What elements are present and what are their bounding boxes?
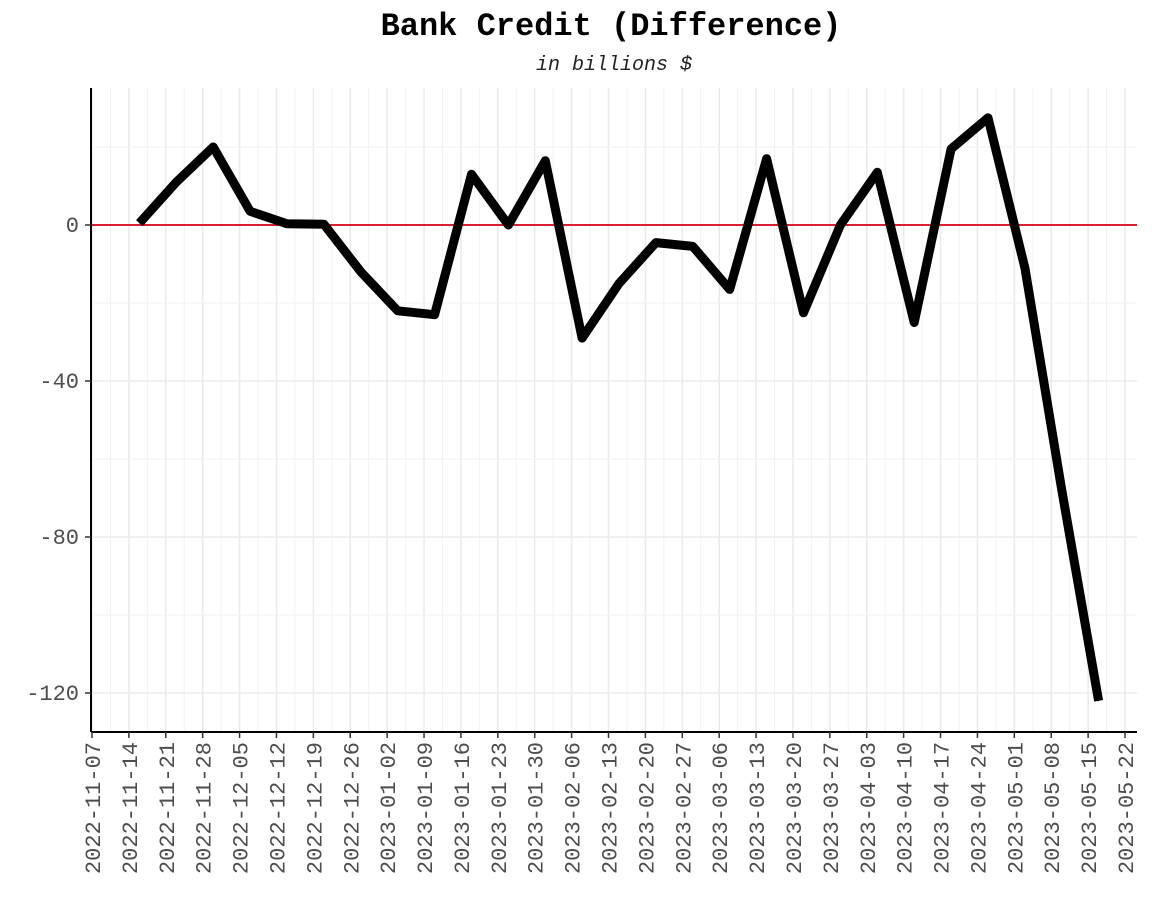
x-tick-label: 2023-04-10 <box>894 742 919 874</box>
data-point <box>175 181 177 183</box>
x-tick-label: 2023-04-24 <box>967 742 992 874</box>
x-tick-label: 2023-02-20 <box>635 742 660 874</box>
x-tick-label: 2023-03-06 <box>709 742 734 874</box>
x-tick-label: 2022-12-05 <box>230 742 255 874</box>
x-tick-label: 2022-12-19 <box>303 742 328 874</box>
chart-title: Bank Credit (Difference) <box>380 8 842 45</box>
data-point <box>397 310 399 312</box>
data-point <box>987 117 989 119</box>
data-point <box>286 223 288 225</box>
data-point <box>471 173 472 175</box>
data-point <box>1061 489 1063 491</box>
data-point <box>544 160 546 162</box>
x-tick-label: 2023-05-08 <box>1041 742 1066 874</box>
data-point <box>839 224 841 226</box>
x-tick-label: 2023-05-22 <box>1115 742 1140 874</box>
x-tick-label: 2023-01-16 <box>451 742 476 874</box>
x-tick-label: 2023-03-20 <box>783 742 808 874</box>
data-point <box>434 314 436 316</box>
x-tick-label: 2022-11-21 <box>156 742 181 874</box>
data-point <box>323 223 325 225</box>
x-tick-label: 2023-03-13 <box>746 742 771 874</box>
data-point <box>507 224 509 226</box>
y-tick-label: -120 <box>26 682 79 707</box>
series-layer <box>136 113 1104 702</box>
x-tick-label: 2023-05-01 <box>1004 742 1029 874</box>
data-point <box>803 312 804 314</box>
x-tick-label: 2023-01-02 <box>377 742 402 874</box>
data-point <box>618 283 620 284</box>
axes <box>90 88 1137 733</box>
data-point <box>212 146 214 148</box>
x-tick-label: 2023-01-23 <box>488 742 513 874</box>
x-tick-label: 2023-01-30 <box>525 742 550 874</box>
x-tick-label: 2022-11-07 <box>82 742 107 874</box>
x-tick-label: 2023-04-17 <box>931 742 956 874</box>
y-tick-label: -40 <box>39 370 79 395</box>
x-tick-label: 2023-04-03 <box>857 742 882 874</box>
x-axis-ticks: 2022-11-07 2022-11-14 2022-11-21 2022-11-28… <box>82 732 1140 874</box>
x-tick-label: 2023-02-13 <box>599 742 624 874</box>
x-tick-label: 2022-12-26 <box>340 742 365 874</box>
x-tick-label: 2022-11-14 <box>119 742 144 874</box>
grid-lines <box>91 88 1137 732</box>
data-point <box>360 271 362 273</box>
data-point <box>655 242 657 244</box>
data-point <box>138 222 140 224</box>
x-tick-label: 2022-11-28 <box>193 742 218 874</box>
x-tick-label: 2023-02-06 <box>562 742 587 874</box>
x-tick-label: 2022-12-12 <box>267 742 292 874</box>
data-point <box>1098 700 1100 702</box>
y-tick-label: -80 <box>39 526 79 551</box>
data-point <box>729 288 731 290</box>
series-line <box>136 113 1104 702</box>
data-point <box>692 245 694 247</box>
data-point <box>581 337 583 339</box>
data-point <box>950 148 952 150</box>
x-tick-label: 2023-05-15 <box>1078 742 1103 874</box>
y-axis-ticks: 0 -40 -80 -120 <box>26 214 91 707</box>
data-point <box>913 322 915 323</box>
x-tick-label: 2023-02-27 <box>672 742 697 874</box>
y-tick-label: 0 <box>66 214 79 239</box>
data-point <box>876 171 878 173</box>
data-point <box>766 158 768 160</box>
data-point <box>1024 267 1026 269</box>
x-tick-label: 2023-01-09 <box>414 742 439 874</box>
x-tick-label: 2023-03-27 <box>820 742 845 874</box>
chart-subtitle: in billions $ <box>535 54 693 77</box>
data-point <box>249 210 251 212</box>
